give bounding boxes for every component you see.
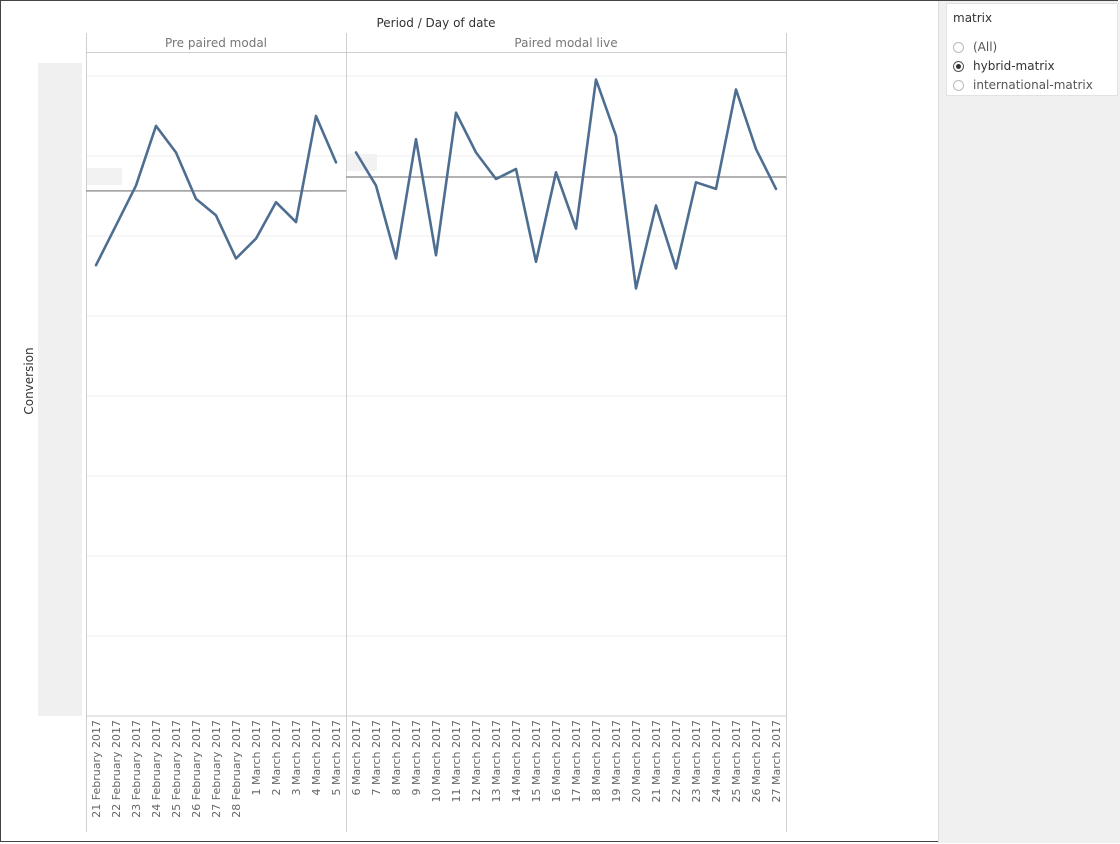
x-tick-label: 9 March 2017: [410, 720, 423, 796]
x-tick-label: 26 February 2017: [190, 720, 203, 818]
matrix-filter-card: matrix (All) hybrid-matrix international…: [946, 3, 1118, 96]
x-tick-label: 16 March 2017: [550, 720, 563, 803]
y-axis-band: [38, 63, 82, 716]
filter-title: matrix: [953, 11, 993, 25]
x-tick-label: 26 March 2017: [750, 720, 763, 803]
reference-label-box: [87, 167, 122, 185]
x-tick-label: 17 March 2017: [570, 720, 583, 803]
x-tick-label: 27 February 2017: [210, 720, 223, 818]
x-tick-label: 2 March 2017: [270, 720, 283, 796]
radio-icon: [953, 60, 964, 72]
x-tick-label: 18 March 2017: [590, 720, 603, 803]
x-tick-label: 23 March 2017: [690, 720, 703, 803]
x-tick-label: 13 March 2017: [490, 720, 503, 803]
y-axis-label: Conversion: [22, 347, 36, 414]
series-line: [354, 78, 778, 290]
x-tick-label: 10 March 2017: [430, 720, 443, 803]
x-tick-label: 5 March 2017: [330, 720, 343, 796]
x-tick-label: 28 February 2017: [230, 720, 243, 818]
x-tick-label: 25 March 2017: [730, 720, 743, 803]
filter-option-all[interactable]: (All): [953, 38, 997, 56]
filter-option-international-matrix[interactable]: international-matrix: [953, 76, 1093, 94]
filter-pane: [938, 1, 1120, 843]
line-chart: Period / Day of date Conversion Pre pair…: [22, 16, 787, 832]
panel-header: Pre paired modal: [165, 36, 267, 50]
x-tick-label: 19 March 2017: [610, 720, 623, 803]
x-tick-label: 1 March 2017: [250, 720, 263, 796]
filter-option-label: international-matrix: [973, 78, 1093, 92]
x-tick-label: 15 March 2017: [530, 720, 543, 803]
x-tick-label: 14 March 2017: [510, 720, 523, 803]
x-tick-label: 21 March 2017: [650, 720, 663, 803]
x-tick-label: 8 March 2017: [390, 720, 403, 796]
panel-header: Paired modal live: [514, 36, 617, 50]
radio-icon: [953, 41, 964, 53]
x-tick-label: 24 March 2017: [710, 720, 723, 803]
chart-title: Period / Day of date: [376, 16, 495, 30]
x-tick-label: 24 February 2017: [150, 720, 163, 818]
x-tick-label: 4 March 2017: [310, 720, 323, 796]
filter-option-label: hybrid-matrix: [973, 59, 1055, 73]
x-tick-label: 25 February 2017: [170, 720, 183, 818]
x-tick-label: 22 February 2017: [110, 720, 123, 818]
x-tick-label: 11 March 2017: [450, 720, 463, 803]
x-tick-label: 27 March 2017: [770, 720, 783, 803]
filter-option-label: (All): [973, 40, 998, 54]
x-tick-label: 22 March 2017: [670, 720, 683, 803]
filter-option-hybrid-matrix[interactable]: hybrid-matrix: [953, 57, 1055, 75]
x-tick-label: 23 February 2017: [130, 720, 143, 818]
x-tick-label: 21 February 2017: [90, 720, 103, 818]
x-tick-label: 20 March 2017: [630, 720, 643, 803]
x-tick-label: 12 March 2017: [470, 720, 483, 803]
x-tick-label: 7 March 2017: [370, 720, 383, 796]
radio-icon: [953, 79, 964, 91]
x-tick-label: 3 March 2017: [290, 720, 303, 796]
x-tick-label: 6 March 2017: [350, 720, 363, 796]
